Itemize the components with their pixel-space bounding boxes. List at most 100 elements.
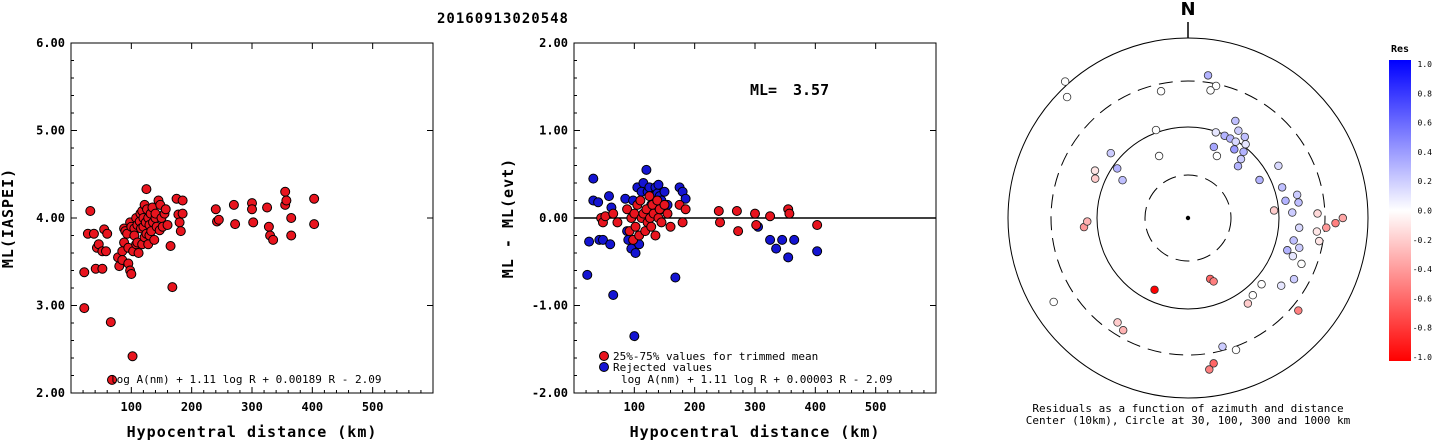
legend-trimmed-marker bbox=[599, 351, 609, 361]
plot2-data-point bbox=[715, 217, 726, 228]
plot2-data-point bbox=[777, 234, 788, 245]
polar-station-point bbox=[1211, 128, 1221, 137]
plot2-data-point bbox=[630, 248, 641, 258]
polar-station-point bbox=[1231, 137, 1240, 146]
plot1-ytick-label: 4.00 bbox=[36, 211, 65, 225]
plot2-data-point bbox=[680, 204, 691, 215]
plot2-data-point bbox=[733, 226, 744, 237]
plot2-data-point bbox=[629, 331, 640, 342]
residual-colorbar: Res 1.0 0.8 0.6 0.4 0.2 0.0 -0.2 -0.4 -0.6 -0.8 -1… bbox=[1389, 44, 1432, 362]
plot1-data-point bbox=[213, 214, 224, 225]
azimuth-residual-plot: N Residuals as a function of azimuth and… bbox=[1007, 0, 1369, 427]
plot1-data-point bbox=[309, 219, 320, 230]
polar-station-point bbox=[1288, 208, 1297, 217]
polar-station-point bbox=[1206, 86, 1215, 95]
plot1-data-point bbox=[177, 195, 188, 206]
colorbar-tick-label: 0.4 bbox=[1418, 148, 1433, 157]
plot2-data-point bbox=[670, 272, 681, 283]
plot1-data-point bbox=[175, 226, 186, 237]
polar-station-point bbox=[1062, 92, 1072, 102]
plot2-ytick-label: 1.00 bbox=[539, 124, 568, 138]
plot2-data-point bbox=[635, 195, 646, 206]
plot1-xtick-label: 100 bbox=[120, 400, 142, 414]
polar-station-point bbox=[1314, 236, 1324, 246]
colorbar-tick-label: -0.4 bbox=[1413, 265, 1432, 274]
ml-vs-distance-plot: 100 200 300 400 500 2.00 3.00 4.00 5.00 6.00 log … bbox=[0, 36, 434, 441]
plot2-data-point bbox=[597, 234, 608, 245]
colorbar-title: Res bbox=[1391, 44, 1409, 55]
polar-station-point bbox=[1312, 227, 1322, 236]
plot1-ytick-label: 2.00 bbox=[36, 386, 65, 400]
plot2-xtick-label: 100 bbox=[623, 400, 645, 414]
plot1-data-point bbox=[167, 282, 178, 293]
plot2-data-point bbox=[612, 217, 623, 228]
polar-station-point bbox=[1241, 140, 1250, 149]
polar-station-point bbox=[1269, 206, 1279, 215]
plot2-data-point bbox=[765, 234, 776, 245]
polar-station-point bbox=[1231, 345, 1241, 355]
plot2-data-point bbox=[646, 221, 657, 232]
plot1-xlabel: Hypocentral distance (km) bbox=[127, 423, 378, 441]
polar-station-point bbox=[1151, 125, 1161, 135]
legend-rejected-label: Rejected values bbox=[613, 361, 712, 374]
plot2-data-point bbox=[812, 220, 823, 230]
plot1-data-point bbox=[133, 248, 144, 258]
plot1-ytick-label: 6.00 bbox=[36, 36, 65, 50]
plot2-data-point bbox=[603, 191, 614, 202]
plot1-data-point bbox=[79, 303, 90, 314]
ml-value: 3.57 bbox=[793, 81, 829, 99]
north-label: N bbox=[1180, 0, 1195, 20]
plot2-data-point bbox=[582, 269, 593, 280]
legend-rejected-marker bbox=[599, 362, 609, 372]
polar-station-point bbox=[1240, 132, 1249, 142]
plot1-data-point bbox=[88, 228, 99, 239]
plot1-data-point bbox=[286, 230, 297, 241]
plot1-data-point bbox=[281, 195, 292, 206]
plot1-xtick-label: 500 bbox=[362, 400, 384, 414]
plot1-data-point bbox=[230, 219, 241, 230]
polar-station-point bbox=[1230, 145, 1239, 154]
colorbar-tick-label: 1.0 bbox=[1418, 60, 1433, 69]
polar-station-point bbox=[1338, 213, 1347, 223]
polar-station-point bbox=[1209, 359, 1218, 368]
plot2-data-point bbox=[659, 186, 670, 197]
plot1-data-point bbox=[126, 269, 137, 279]
colorbar-tick-label: 0.2 bbox=[1418, 177, 1433, 186]
plot1-data-point bbox=[262, 202, 273, 213]
polar-station-point bbox=[1289, 275, 1299, 284]
plot1-formula: log A(nm) + 1.11 log R + 0.00189 R - 2.0… bbox=[110, 373, 382, 386]
plot2-xtick-label: 200 bbox=[684, 400, 706, 414]
plot2-data-point bbox=[765, 211, 776, 222]
plot1-data-point bbox=[309, 193, 320, 204]
plot2-data-point bbox=[588, 173, 599, 184]
polar-points bbox=[1049, 71, 1347, 374]
polar-station-point bbox=[1205, 365, 1214, 374]
event-title: 20160913020548 bbox=[437, 11, 569, 27]
polar-station-point bbox=[1154, 151, 1164, 161]
polar-station-point bbox=[1118, 326, 1128, 335]
circle-30km bbox=[1144, 174, 1232, 262]
colorbar-tick-label: -0.6 bbox=[1413, 294, 1432, 303]
plot1-data-point bbox=[97, 263, 108, 274]
polar-station-point bbox=[1118, 175, 1127, 185]
plot2-xtick-label: 300 bbox=[744, 400, 766, 414]
plot1-data-point bbox=[280, 186, 291, 197]
plot1-ytick-label: 3.00 bbox=[36, 299, 65, 313]
colorbar-tick-label: 0.8 bbox=[1418, 89, 1433, 98]
plot2-data-point bbox=[608, 208, 619, 219]
polar-station-point bbox=[1297, 259, 1306, 269]
plot2-data-point bbox=[751, 220, 762, 230]
polar-station-point bbox=[1231, 116, 1240, 126]
polar-station-point bbox=[1113, 318, 1122, 327]
polar-station-point bbox=[1276, 281, 1286, 290]
plot2-data-point bbox=[593, 197, 604, 208]
polar-station-point bbox=[1236, 154, 1246, 164]
plot2-data-point bbox=[665, 221, 676, 232]
plot1-data-point bbox=[177, 208, 188, 219]
plot1-data-point bbox=[228, 199, 239, 210]
polar-station-point bbox=[1248, 291, 1257, 300]
polar-station-point bbox=[1292, 190, 1302, 199]
polar-station-point bbox=[1283, 246, 1292, 255]
caption-line-1: Residuals as a function of azimuth and d… bbox=[1032, 402, 1343, 415]
